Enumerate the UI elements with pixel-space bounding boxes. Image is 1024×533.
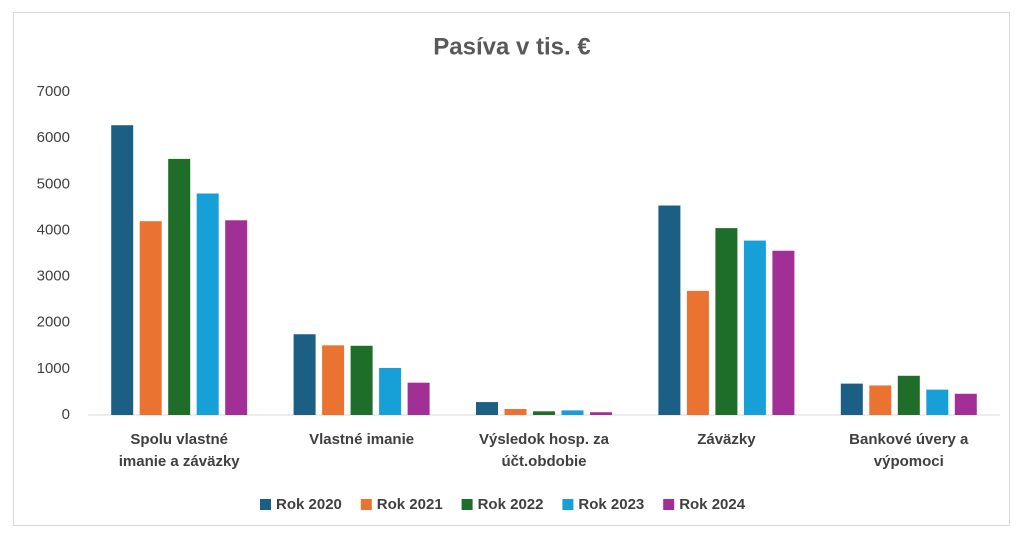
bar [111, 125, 134, 416]
x-tick-label: Bankové úvery a výpomoci [849, 431, 969, 470]
bar [840, 383, 863, 415]
legend-swatch [461, 499, 473, 510]
legend-label: Rok 2020 [276, 496, 342, 513]
y-tick-label: 1000 [37, 360, 70, 377]
bar [772, 250, 795, 415]
legend-swatch [260, 499, 271, 510]
bar [293, 334, 316, 415]
bar [954, 393, 977, 415]
bar [658, 205, 681, 415]
x-tick-label: Vlastné imanie [309, 431, 414, 448]
bar [743, 240, 766, 415]
bar [869, 385, 892, 415]
chart-frame [13, 12, 1010, 526]
x-tick-label: Spolu vlastné imanie a záväzky [119, 431, 241, 470]
bar [504, 409, 527, 415]
x-tick-label: Záväzky [697, 431, 756, 448]
y-tick-label: 6000 [37, 129, 70, 146]
y-tick-label: 3000 [37, 268, 70, 285]
legend-swatch [562, 499, 574, 510]
bar [561, 410, 584, 415]
bar [196, 193, 219, 415]
bar [926, 389, 949, 415]
bar [897, 375, 920, 415]
bar [379, 367, 402, 415]
y-tick-label: 4000 [37, 221, 70, 238]
legend-label: Rok 2024 [679, 496, 746, 513]
legend-swatch [663, 499, 675, 510]
y-tick-label: 7000 [37, 83, 70, 100]
legend-label: Rok 2021 [377, 496, 443, 513]
chart-title: Pasíva v tis. € [433, 33, 590, 60]
bar [476, 402, 498, 415]
bar [407, 382, 430, 415]
y-tick-label: 0 [62, 406, 70, 423]
bar [590, 412, 612, 415]
bar [322, 345, 345, 415]
bar [715, 228, 738, 415]
bar [350, 345, 373, 415]
bar [533, 411, 555, 415]
legend-label: Rok 2022 [478, 496, 544, 513]
y-tick-label: 2000 [37, 314, 70, 331]
bar [225, 220, 248, 415]
legend-label: Rok 2023 [578, 496, 644, 513]
legend-swatch [360, 499, 372, 510]
bar [139, 221, 162, 415]
bar [686, 290, 709, 415]
x-tick-label: Výsledok hosp. za účt.obdobie [479, 431, 610, 470]
bar [168, 158, 191, 415]
y-tick-label: 5000 [37, 175, 70, 192]
